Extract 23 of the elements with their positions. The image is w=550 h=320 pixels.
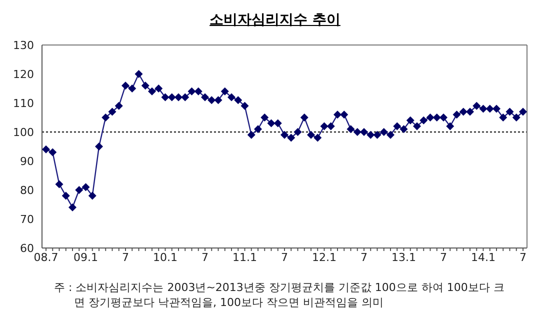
y-tick-label: 90 [20, 154, 34, 168]
x-tick-label: 14.1 [471, 250, 496, 264]
x-tick-label: 7 [122, 250, 129, 264]
x-tick-label: 7 [360, 250, 368, 264]
x-tick-label: 13.1 [392, 250, 416, 264]
y-tick-label: 60 [20, 242, 34, 255]
x-tick-label: 7 [202, 250, 208, 264]
x-tick-label: 7 [520, 250, 526, 264]
y-tick-label: 130 [13, 38, 34, 52]
y-tick-label: 120 [13, 68, 34, 81]
x-tick-label: 09.1 [74, 250, 98, 264]
y-tick-label: 70 [20, 212, 34, 226]
x-tick-label: 12.1 [312, 250, 336, 264]
y-tick-label: 80 [20, 184, 34, 197]
x-tick-label: 08.7 [34, 250, 58, 264]
y-tick-label: 100 [13, 126, 34, 139]
x-tick-label: 10.1 [153, 250, 178, 264]
x-tick-label: 11.1 [232, 250, 257, 264]
chart-title: 소비자심리지수 추이 [208, 11, 342, 30]
y-tick-label: 110 [13, 96, 34, 110]
text: 주 : 소비자심리지수는 2003년~2013년중 장기평균치를 기준값 100으로 하여 100보다 크면 장기평균보다 낙관적임을, 100보다 작으면 비관적임을 의미 [54, 280, 506, 310]
x-tick-label: 7 [440, 250, 447, 264]
x-tick-label: 7 [281, 250, 288, 264]
